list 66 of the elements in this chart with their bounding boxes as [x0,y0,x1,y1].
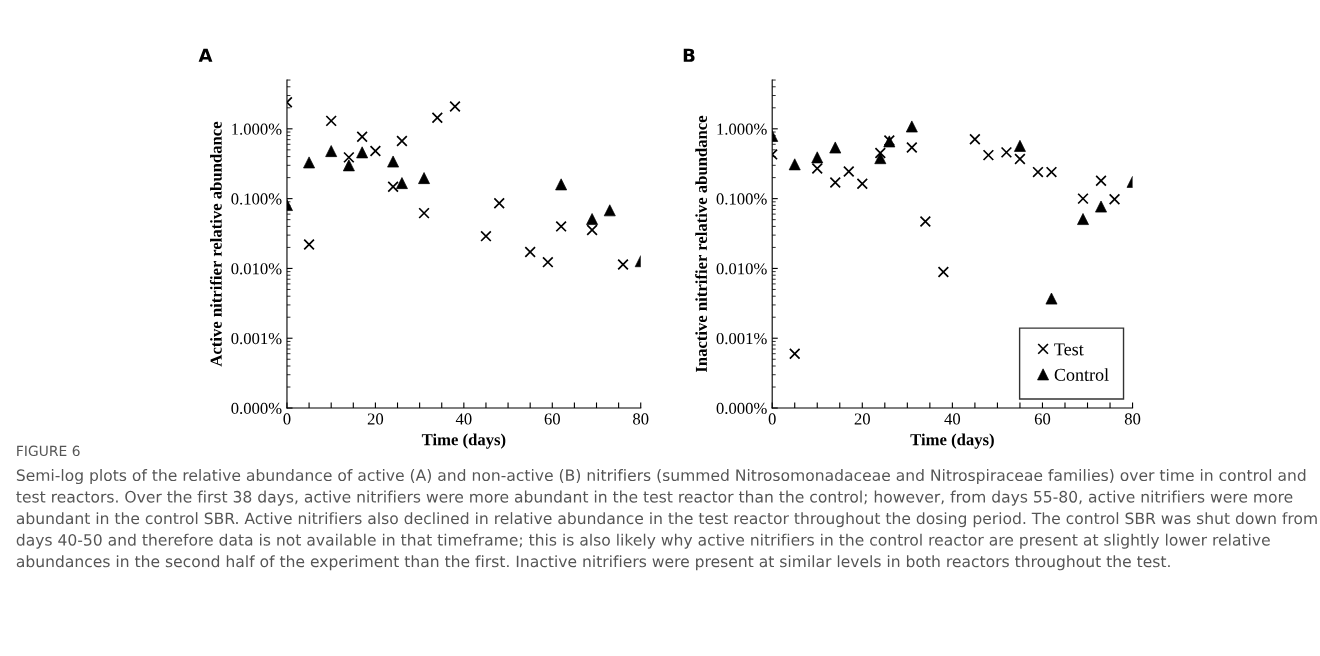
x-tick-label: 40 [455,413,472,425]
point [829,176,841,189]
point [811,162,823,175]
point [856,178,868,190]
x-tick-label: 60 [1034,413,1051,425]
legend-label: Control [1054,368,1109,381]
y-tick-label: 0.000% [716,402,767,415]
text: Semi-log plots of the relative abundance of active (A) and non-active (B) nitrifiers (summed Nitrosomonadaceae and Nitrospiraceae families) over time in control and test reactors. Over the first 38 days, active nitrifiers were more abundant in the test reactor than the control; however, from days 55-80, active nitrifiers were more abundant in the control SBR. Active nitrifiers also declined in relative abundance in the test reactor throughout the dosing period. The control SBR was shut down from days 40-50 and therefore data is not available in that timeframe; this is also likely why active nitrifiers in the control reactor are present at slightly lower relative abundances in the second half of the experiment than the first. Inactive nitrifiers were present at similar levels in both reactors throughout the test. [16,469,1317,571]
point [325,115,337,127]
y-tick-label: 1.000% [717,123,767,135]
point [555,220,567,233]
point [1108,193,1121,205]
x-axis-title: Time (days) [421,433,506,449]
y-tick-label: 0.100% [231,193,282,205]
point [369,145,382,157]
x-axis-title: Time (days) [910,433,994,449]
x-tick-label: 80 [633,413,649,425]
point [542,256,554,268]
caption: FIGURE 6 [17,445,80,457]
point [586,224,598,236]
y-axis-title: Inactive nitrifier relative abundance [695,115,708,373]
y-tick-label: 0.010% [231,263,282,275]
x-tick-label: 20 [367,413,384,425]
point [480,230,492,242]
y-axis-title: Active nitrifier relative abundance [209,121,222,367]
point [1077,192,1089,205]
y-tick-label: 0.000% [231,402,282,415]
point [387,181,399,193]
x-tick-label: 0 [768,413,776,425]
point [1032,166,1044,178]
point [431,112,444,124]
point [343,151,355,164]
point [843,165,855,178]
point [1095,175,1107,187]
point [449,100,461,113]
chart-title: A [198,48,213,62]
x-tick-label: 60 [544,413,560,425]
point [617,258,629,271]
point [874,147,887,159]
point [356,131,368,143]
point [906,141,918,154]
x-tick-label: 20 [854,413,870,425]
point [1000,146,1013,159]
y-tick-label: 0.010% [716,263,767,275]
point [418,207,430,219]
point [789,348,801,360]
x-tick-label: 40 [944,413,961,425]
x-tick-label: 0 [283,413,291,425]
point [969,133,981,145]
point [396,135,408,147]
x-tick-label: 80 [1124,413,1141,425]
point [919,215,932,228]
chart-title: B [683,48,695,62]
point [1014,153,1026,165]
y-tick-label: 1.000% [232,123,282,135]
y-tick-label: 0.001% [716,332,767,345]
legend-label: Test [1054,343,1084,356]
y-tick-label: 0.001% [231,332,282,345]
point [493,197,505,209]
point [303,238,315,251]
point [937,266,950,278]
point [524,246,536,258]
y-tick-label: 0.100% [716,193,767,205]
point [1045,166,1058,178]
point [1077,213,1089,225]
point [982,149,995,161]
